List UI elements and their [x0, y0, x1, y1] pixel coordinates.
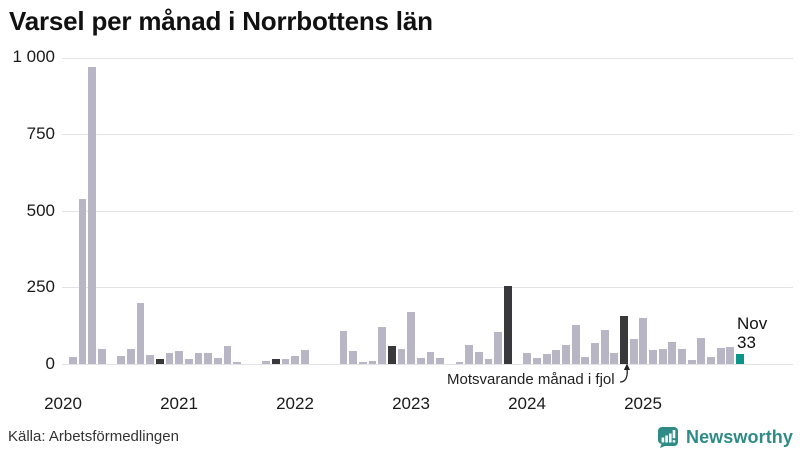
bar-2024-06: [571, 325, 580, 364]
newsworthy-logo-text: Newsworthy: [685, 426, 793, 447]
bar-2025-10: [726, 346, 735, 364]
gridline-0: [62, 364, 793, 365]
bar-2021-07: [233, 361, 242, 364]
gridline-1000: [62, 58, 793, 59]
bar-2024-11: [620, 315, 628, 364]
bar-2025-04: [668, 342, 677, 364]
bar-2020-05: [98, 348, 106, 364]
y-axis-tick-0: 0: [45, 354, 55, 373]
current-month-value-label: Nov 33: [737, 314, 767, 352]
bar-2022-10: [378, 326, 387, 364]
bar-2021-11: [272, 359, 280, 364]
bar-2025-01: [639, 318, 648, 364]
bar-2020-10: [146, 354, 155, 364]
bar-2024-09: [600, 330, 609, 364]
y-axis-tick-750: 750: [26, 124, 55, 143]
bar-2024-07: [581, 356, 590, 364]
gridline-250: [62, 287, 793, 288]
y-axis-tick-500: 500: [26, 201, 55, 220]
bar-2021-03: [194, 353, 203, 364]
bar-2020-11: [156, 358, 164, 364]
bar-2022-01: [291, 356, 300, 364]
bar-2023-10: [494, 332, 503, 364]
bar-2022-06: [339, 331, 348, 364]
gridline-500: [62, 211, 793, 212]
source-label: Källa: Arbetsförmedlingen: [8, 428, 179, 445]
chart-title: Varsel per månad i Norrbottens län: [9, 6, 433, 36]
x-axis-tick-2020: 2020: [44, 394, 82, 413]
bar-2023-03: [426, 352, 435, 364]
bar-2025-03: [658, 349, 667, 364]
bar-2025-05: [678, 349, 686, 364]
bar-2023-02: [417, 357, 425, 364]
bar-2024-08: [591, 343, 599, 364]
bar-2021-10: [262, 360, 271, 364]
annotation-arrow-icon: [619, 363, 630, 383]
bar-2025-07: [697, 338, 706, 364]
bar-2021-12: [281, 358, 290, 364]
bar-2023-04: [436, 357, 445, 364]
bar-2022-12: [397, 348, 406, 364]
bar-2020-08: [127, 348, 135, 364]
bar-2024-03: [542, 354, 551, 364]
bar-2025-09: [716, 348, 725, 364]
bar-2023-01: [407, 311, 416, 364]
bar-2022-02: [301, 350, 309, 364]
bar-2023-11: [504, 285, 512, 364]
newsworthy-chart-bubble-icon: [657, 427, 678, 448]
bar-2021-04: [204, 353, 213, 364]
newsworthy-logo: Newsworthy: [657, 426, 793, 448]
current-month-name: Nov: [737, 314, 768, 333]
y-axis-tick-250: 250: [26, 277, 55, 296]
bar-2024-01: [523, 353, 532, 364]
annotation-same-month-last-year: Motsvarande månad i fjol: [447, 371, 615, 388]
x-axis-tick-2025: 2025: [624, 394, 662, 413]
bar-2022-08: [359, 361, 367, 364]
bar-2024-02: [533, 357, 541, 364]
bar-2023-08: [475, 351, 483, 364]
x-axis-tick-2023: 2023: [392, 394, 430, 413]
x-axis-tick-2024: 2024: [508, 394, 546, 413]
bar-2024-12: [629, 339, 638, 364]
bar-2025-11: [736, 353, 744, 364]
bar-2022-11: [388, 345, 396, 364]
current-month-value: 33: [737, 333, 756, 352]
bar-2024-10: [610, 352, 619, 364]
bar-2023-06: [455, 361, 464, 364]
bar-2023-07: [465, 344, 474, 364]
bar-2021-02: [185, 359, 193, 364]
bar-2022-09: [368, 361, 377, 364]
bar-2024-05: [562, 345, 570, 364]
bar-2021-06: [223, 345, 232, 364]
bar-2024-04: [552, 349, 561, 364]
bar-2022-07: [349, 351, 358, 364]
bar-2021-05: [214, 357, 222, 364]
y-axis-tick-1000: 1 000: [12, 47, 55, 66]
bar-2025-08: [707, 357, 715, 364]
x-axis-tick-2021: 2021: [160, 394, 198, 413]
bar-2025-06: [687, 359, 696, 364]
x-axis-tick-2022: 2022: [276, 394, 314, 413]
bar-2020-07: [117, 356, 126, 364]
bar-2020-09: [136, 302, 145, 364]
bar-2020-02: [69, 357, 77, 364]
gridline-750: [62, 134, 793, 135]
bar-2025-02: [649, 349, 657, 364]
bar-2020-04: [88, 66, 97, 364]
bar-2021-01: [175, 351, 184, 364]
bar-2020-03: [78, 198, 87, 364]
bar-2020-12: [165, 353, 174, 364]
bar-2023-09: [484, 359, 493, 364]
